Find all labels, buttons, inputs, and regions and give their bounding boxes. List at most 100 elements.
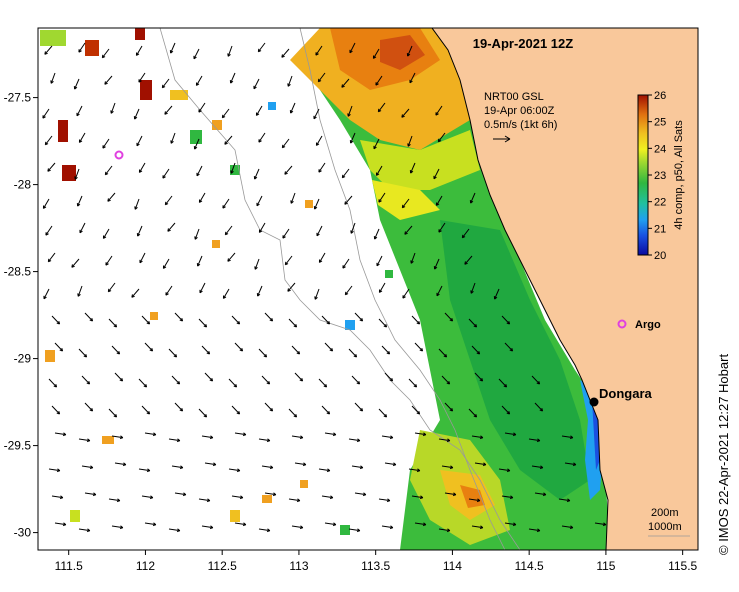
sst-swath bbox=[40, 28, 610, 550]
current-vector bbox=[144, 342, 153, 352]
svg-text:Argo: Argo bbox=[635, 319, 661, 331]
current-vector-head bbox=[272, 492, 277, 497]
current-vector-head bbox=[167, 228, 171, 232]
current-vector-head bbox=[389, 435, 394, 440]
current-vector-head bbox=[443, 353, 448, 358]
current-vector bbox=[104, 165, 113, 176]
current-vector bbox=[438, 438, 450, 442]
current-vector-head bbox=[239, 347, 244, 352]
current-vector bbox=[254, 258, 260, 270]
current-vector bbox=[79, 132, 86, 143]
current-vector bbox=[318, 468, 330, 472]
current-vector bbox=[287, 282, 296, 292]
current-vector-head bbox=[350, 230, 354, 234]
current-vector-head bbox=[296, 350, 301, 355]
current-vector bbox=[224, 135, 233, 145]
current-vector bbox=[110, 102, 116, 114]
current-vector-head bbox=[287, 83, 291, 87]
current-vector bbox=[134, 108, 140, 120]
current-vector bbox=[414, 522, 426, 526]
current-vector-head bbox=[359, 317, 364, 322]
current-vector-head bbox=[509, 495, 514, 500]
current-vector-head bbox=[170, 140, 174, 144]
current-vector bbox=[84, 402, 93, 412]
current-vector bbox=[375, 75, 383, 86]
current-vector bbox=[256, 195, 263, 207]
current-vector-head bbox=[473, 413, 478, 418]
current-vector bbox=[504, 522, 516, 526]
current-vector-head bbox=[83, 353, 88, 358]
current-vector bbox=[108, 318, 117, 328]
current-vector-head bbox=[493, 296, 498, 300]
current-vector-head bbox=[198, 109, 202, 113]
current-vector bbox=[170, 132, 176, 144]
current-vector bbox=[287, 75, 293, 87]
isobath-legend: 200m 1000m bbox=[648, 507, 690, 537]
lon-tick-label: 112.5 bbox=[208, 559, 237, 573]
current-vector bbox=[561, 525, 573, 529]
current-vector bbox=[111, 525, 123, 529]
current-vector-head bbox=[372, 55, 377, 59]
current-vector bbox=[198, 102, 206, 113]
current-vector bbox=[284, 165, 293, 175]
svg-text:19-Apr 06:00Z: 19-Apr 06:00Z bbox=[484, 105, 555, 117]
current-vector bbox=[74, 78, 80, 90]
place-argo[interactable]: Argo bbox=[617, 319, 661, 331]
current-vector-head bbox=[269, 465, 274, 470]
argo-float-icon[interactable] bbox=[114, 150, 124, 160]
current-vector bbox=[474, 462, 486, 466]
current-vector bbox=[43, 288, 50, 300]
current-vector bbox=[198, 408, 207, 418]
current-vector-head bbox=[122, 462, 127, 467]
current-vector-head bbox=[435, 202, 440, 206]
current-vector bbox=[319, 252, 326, 263]
current-vector bbox=[84, 492, 96, 496]
current-vector-head bbox=[289, 110, 294, 114]
current-vector-head bbox=[131, 294, 135, 298]
current-vector-head bbox=[47, 258, 52, 263]
current-vector-head bbox=[101, 54, 106, 59]
current-vector-head bbox=[227, 258, 231, 262]
current-vector bbox=[528, 528, 540, 532]
current-vector-head bbox=[79, 229, 83, 234]
lat-tick-label: -27.5 bbox=[4, 91, 32, 105]
current-vector-head bbox=[332, 522, 337, 527]
place-dongara[interactable]: Dongara bbox=[589, 386, 653, 407]
current-vector-head bbox=[224, 231, 229, 236]
current-vector-head bbox=[476, 350, 481, 355]
current-vector bbox=[51, 315, 60, 325]
current-vector-head bbox=[436, 292, 440, 297]
current-vector-head bbox=[349, 140, 354, 144]
current-vector bbox=[564, 462, 576, 466]
current-vector bbox=[139, 162, 146, 173]
current-vector bbox=[264, 312, 273, 322]
argo-marker-icon bbox=[617, 319, 627, 329]
current-vector-head bbox=[62, 432, 67, 437]
current-vector bbox=[281, 48, 290, 58]
current-vector-head bbox=[76, 203, 81, 207]
current-vector-head bbox=[326, 468, 331, 473]
current-vector-head bbox=[356, 528, 361, 533]
current-vector-head bbox=[433, 266, 438, 270]
current-vector-head bbox=[242, 522, 247, 527]
current-vector-head bbox=[242, 432, 247, 437]
current-vector-head bbox=[419, 347, 424, 352]
current-vector-head bbox=[56, 320, 61, 325]
current-vector bbox=[141, 405, 150, 415]
current-vector-head bbox=[196, 263, 201, 267]
lon-tick-label: 113 bbox=[289, 559, 308, 573]
current-vector-head bbox=[138, 79, 142, 83]
current-vector-head bbox=[179, 465, 184, 470]
current-vector bbox=[282, 228, 290, 239]
current-vector-head bbox=[378, 289, 383, 293]
current-vector bbox=[162, 168, 170, 179]
current-vector-head bbox=[347, 113, 351, 117]
current-vector bbox=[294, 462, 306, 466]
current-vector-head bbox=[269, 317, 274, 322]
current-vector-head bbox=[173, 353, 178, 358]
current-vector-head bbox=[386, 350, 391, 355]
current-vector bbox=[288, 318, 297, 328]
current-vector-head bbox=[104, 171, 109, 176]
current-vector-head bbox=[152, 522, 157, 527]
current-vector-head bbox=[196, 172, 200, 177]
